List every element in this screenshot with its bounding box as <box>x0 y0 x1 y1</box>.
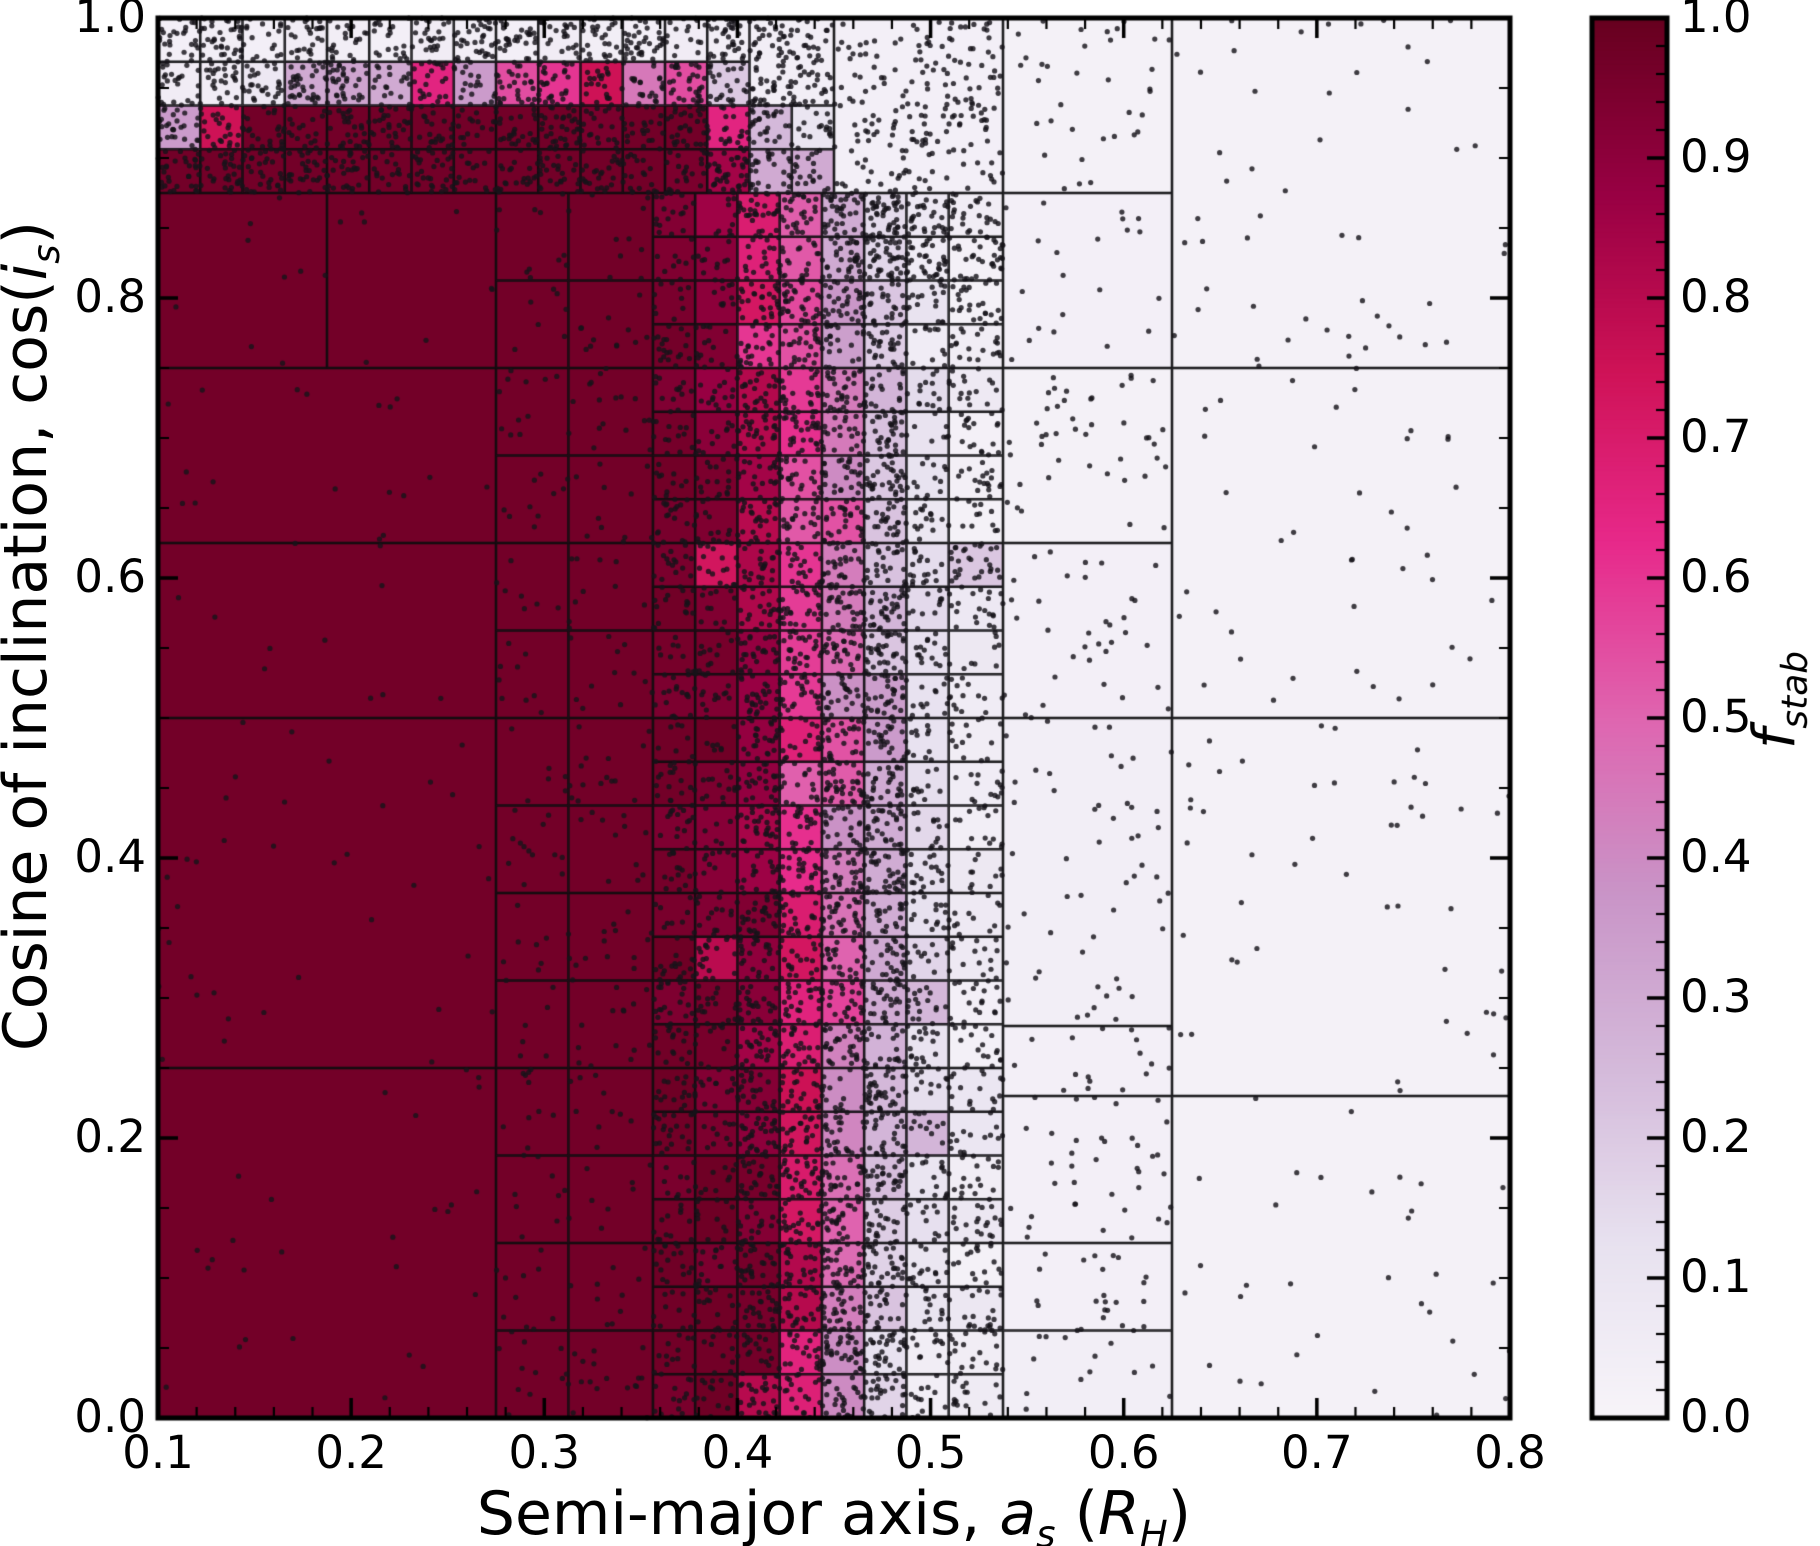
x-axis-label-suffix: ) <box>1167 1479 1192 1546</box>
colorbar-tick-label: 0.9 <box>1680 130 1752 183</box>
y-tick-label: 0.6 <box>74 550 146 603</box>
x-tick-label: 0.6 <box>1087 1426 1160 1479</box>
y-axis-label-text: Cosine of inclination, <box>0 423 61 1052</box>
colorbar-label-var: f <box>1740 728 1809 750</box>
x-tick-label: 0.7 <box>1281 1426 1353 1479</box>
y-axis-label-var: i <box>0 264 61 281</box>
y-tick-label: 1.0 <box>74 0 146 43</box>
y-tick-label: 0.8 <box>74 270 146 323</box>
colorbar-tick-label: 0.5 <box>1680 690 1752 743</box>
colorbar-tick-label: 0.8 <box>1680 270 1752 323</box>
y-tick-label: 0.2 <box>74 1110 146 1163</box>
colorbar-label: fstab <box>1740 651 1816 749</box>
y-axis-label-suffix: ) <box>0 221 61 244</box>
colorbar-tick-label: 0.1 <box>1680 1250 1752 1303</box>
x-axis-label: Semi-major axis, as (RH) <box>477 1482 1191 1546</box>
colorbar-tick-label: 0.7 <box>1680 410 1752 463</box>
x-axis-label-text: Semi-major axis, <box>476 1479 1000 1546</box>
x-tick-label: 0.2 <box>315 1426 387 1479</box>
x-axis-label-unitvar: R <box>1098 1479 1140 1546</box>
y-tick-label: 0.0 <box>74 1390 146 1443</box>
x-tick-label: 0.1 <box>122 1426 194 1479</box>
colorbar-tick-label: 0.4 <box>1680 830 1752 883</box>
colorbar-tick-label: 0.0 <box>1680 1390 1752 1443</box>
x-tick-label: 0.4 <box>701 1426 774 1479</box>
x-tick-label: 0.3 <box>508 1426 581 1479</box>
y-tick-label: 0.4 <box>74 830 146 883</box>
y-axis-label-sub: s <box>24 244 68 264</box>
colorbar-tick-label: 0.6 <box>1680 550 1752 603</box>
colorbar-tick-label: 0.2 <box>1680 1110 1752 1163</box>
x-axis-label-varsub: s <box>1036 1512 1056 1546</box>
x-tick-label: 0.5 <box>894 1426 967 1479</box>
x-tick-label: 0.8 <box>1474 1426 1546 1479</box>
x-axis-label-unitsub: H <box>1139 1512 1168 1546</box>
x-axis-label-var: a <box>999 1479 1037 1546</box>
y-axis-label-fn: cos( <box>0 280 61 405</box>
y-axis-label: Cosine of inclination, cos(is) <box>0 221 78 1051</box>
x-axis-label-mid: ( <box>1055 1479 1098 1546</box>
colorbar-tick-label: 1.0 <box>1680 0 1752 43</box>
colorbar-label-sub: stab <box>1774 650 1816 729</box>
colorbar-tick-label: 0.3 <box>1680 970 1752 1023</box>
